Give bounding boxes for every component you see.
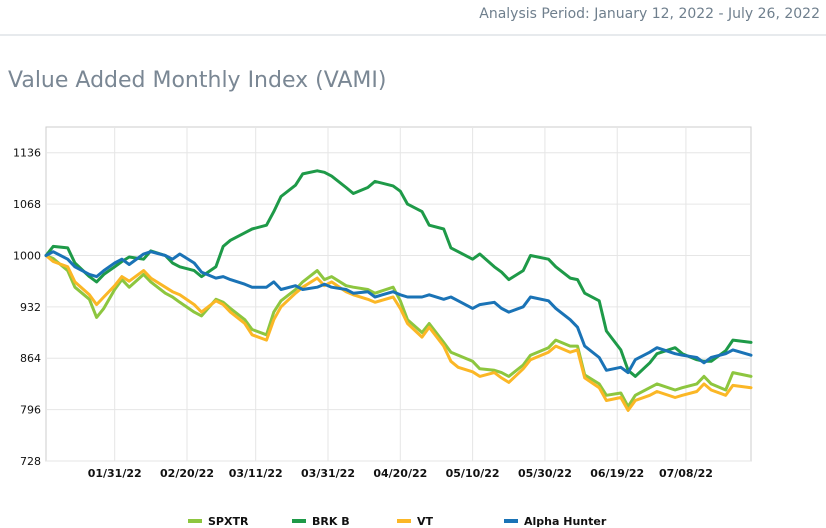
x-tick-label: 04/20/22 — [373, 467, 427, 480]
series-line-vt — [44, 254, 753, 412]
y-tick-label: 1068 — [13, 198, 41, 211]
x-tick-label: 06/19/22 — [590, 467, 644, 480]
series-line-spxtr — [44, 254, 753, 409]
y-tick-label: 1136 — [13, 147, 41, 160]
x-tick-label: 05/10/22 — [446, 467, 500, 480]
x-tick-label: 03/31/22 — [301, 467, 355, 480]
x-tick-label: 03/11/22 — [229, 467, 283, 480]
y-tick-label: 932 — [20, 301, 41, 314]
x-tick-label: 07/08/22 — [659, 467, 713, 480]
y-tick-label: 1000 — [13, 249, 41, 262]
chart-title: Value Added Monthly Index (VAMI) — [8, 68, 387, 93]
legend-label: VT — [417, 515, 434, 528]
series-line-brk-b — [44, 169, 753, 378]
header-divider — [0, 34, 826, 36]
analysis-period: Analysis Period: January 12, 2022 - July… — [479, 6, 820, 22]
y-tick-label: 864 — [20, 352, 41, 365]
legend-label: BRK B — [312, 515, 350, 528]
legend-label: SPXTR — [208, 515, 249, 528]
x-tick-label: 01/31/22 — [88, 467, 142, 480]
x-tick-label: 02/20/22 — [160, 467, 214, 480]
series-line-alpha-hunter — [44, 250, 753, 375]
y-tick-label: 728 — [20, 455, 41, 468]
legend-label: Alpha Hunter — [524, 515, 607, 528]
x-tick-label: 05/30/22 — [518, 467, 572, 480]
y-tick-label: 796 — [20, 404, 41, 417]
